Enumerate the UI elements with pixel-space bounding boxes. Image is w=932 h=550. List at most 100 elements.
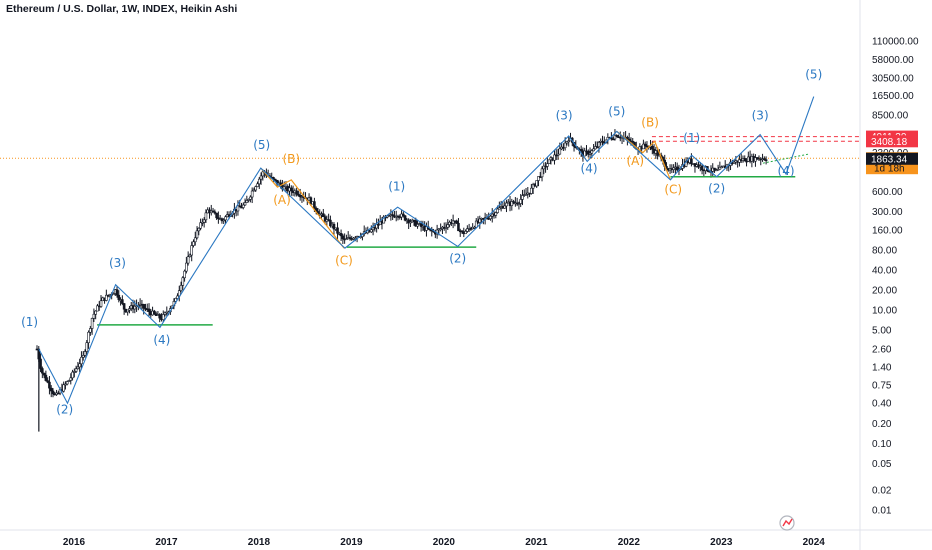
- x-tick-label: 2017: [155, 537, 178, 548]
- candle-body: [466, 228, 469, 232]
- wave-label: (C): [335, 254, 353, 268]
- candle-body: [535, 180, 538, 187]
- price-badge-label: 3408.18: [871, 137, 908, 148]
- candle-body: [62, 384, 65, 392]
- candle-body: [556, 153, 560, 156]
- candle-body: [656, 150, 659, 156]
- candle-body: [238, 205, 242, 208]
- candle-body: [211, 210, 215, 213]
- y-tick-label: 30500.00: [872, 73, 914, 84]
- y-tick-label: 160.00: [872, 225, 903, 236]
- candle-body: [133, 305, 137, 310]
- candle-body: [41, 368, 44, 374]
- y-tick-label: 110000.00: [872, 36, 919, 47]
- candle-body: [297, 193, 300, 196]
- candle-body: [590, 150, 594, 154]
- candle-body: [64, 383, 67, 386]
- candle-body: [252, 189, 256, 192]
- x-tick-label: 2020: [433, 537, 456, 548]
- candle-body: [524, 194, 528, 196]
- candle-body: [642, 143, 645, 150]
- candle-body: [261, 171, 265, 177]
- candle-body: [44, 374, 48, 381]
- candle-body: [65, 381, 69, 385]
- candle-body: [259, 175, 263, 180]
- candles-group: [35, 129, 768, 398]
- wave-label: (2): [449, 251, 466, 265]
- y-tick-label: 8500.00: [872, 110, 909, 121]
- wave-label: (4): [153, 333, 170, 347]
- candle-body: [510, 201, 514, 206]
- abc-correction-line: [616, 130, 671, 181]
- candle-body: [192, 241, 195, 246]
- candle-body: [474, 220, 478, 228]
- candle-body: [249, 196, 252, 200]
- candle-body: [92, 313, 96, 319]
- candle-body: [563, 142, 567, 149]
- wave-label: (5): [253, 138, 270, 152]
- candle-body: [282, 186, 286, 190]
- x-tick-label: 2024: [803, 537, 826, 548]
- candle-body: [592, 148, 595, 152]
- candle-body: [403, 215, 407, 221]
- candle-body: [348, 237, 352, 239]
- candle-body: [69, 377, 73, 381]
- candle-body: [49, 387, 53, 392]
- candle-body: [650, 145, 654, 150]
- candle-body: [579, 149, 583, 152]
- candle-body: [243, 202, 247, 206]
- candle-body: [457, 222, 460, 232]
- wave-label: (2): [56, 403, 73, 417]
- candle-body: [764, 159, 768, 161]
- y-tick-label: 58000.00: [872, 55, 914, 66]
- candle-body: [142, 304, 145, 309]
- candle-body: [553, 154, 556, 161]
- candle-body: [643, 143, 647, 147]
- candle-body: [743, 158, 747, 162]
- candle-body: [341, 235, 345, 240]
- candle-body: [161, 314, 165, 320]
- candle-body: [439, 228, 442, 230]
- elliott-wave-line: [38, 96, 815, 405]
- candle-body: [183, 270, 186, 279]
- candle-body: [245, 200, 249, 203]
- x-tick-label: 2021: [525, 537, 548, 548]
- candle-body: [254, 186, 258, 191]
- candle-body: [250, 190, 254, 198]
- candle-body: [323, 216, 327, 222]
- candle-body: [558, 148, 562, 155]
- tradingview-logo-icon: [779, 515, 795, 531]
- candle-body: [613, 135, 617, 140]
- candle-body: [215, 212, 218, 219]
- candle-body: [345, 238, 348, 241]
- candle-body: [498, 207, 501, 210]
- candle-body: [409, 221, 412, 224]
- candle-body: [105, 294, 108, 301]
- candle-body: [78, 363, 81, 368]
- candle-body: [204, 212, 208, 221]
- candle-body: [615, 135, 619, 138]
- y-tick-label: 2.60: [872, 345, 892, 356]
- candle-body: [46, 380, 49, 383]
- candle-body: [716, 168, 720, 171]
- candle-body: [540, 168, 544, 178]
- candle-body: [153, 310, 156, 315]
- candle-body: [332, 223, 336, 230]
- candle-body: [112, 293, 115, 295]
- candle-body: [71, 371, 74, 379]
- candle-body: [473, 226, 476, 229]
- candle-body: [354, 237, 357, 240]
- price-badge: [866, 135, 918, 148]
- candle-body: [546, 163, 549, 167]
- y-tick-label: 600.00: [872, 187, 903, 198]
- candle-body: [185, 262, 188, 272]
- candle-body: [690, 158, 693, 165]
- candle-body: [115, 289, 119, 296]
- price-badge-label: 1863.34: [871, 154, 908, 165]
- candle-body: [419, 223, 423, 227]
- candle-body: [190, 245, 194, 256]
- wave-label: (2): [708, 182, 725, 196]
- price-badge: [866, 152, 918, 165]
- candle-body: [672, 167, 675, 170]
